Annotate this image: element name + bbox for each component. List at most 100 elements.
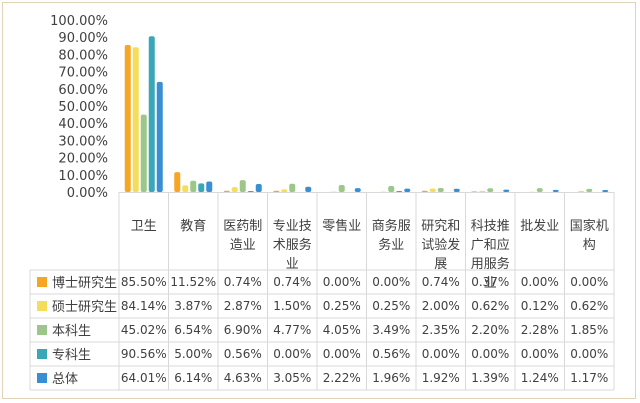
- table-cell-value: 2.35%: [422, 323, 460, 337]
- table-cell-value: 0.00%: [570, 347, 608, 361]
- table-cell-value: 1.24%: [521, 371, 559, 385]
- bar-硕士研究生-国家机构: [578, 190, 585, 192]
- bar-本科生-国家机构: [586, 188, 593, 192]
- table-cell-value: 0.62%: [570, 299, 608, 313]
- bar-专科生-医药制造业: [247, 191, 254, 192]
- bar-硕士研究生-教育: [182, 185, 189, 192]
- table-cell-value: 6.90%: [224, 323, 262, 337]
- bar-总体-卫生: [156, 81, 163, 192]
- category-label: 业: [484, 276, 497, 291]
- table-cell-value: 1.96%: [372, 371, 410, 385]
- table-cell-value: 0.56%: [224, 347, 262, 361]
- table-cell-value: 0.25%: [372, 299, 410, 313]
- legend-key-专科生: [37, 349, 47, 359]
- category-label: 术服务: [273, 237, 312, 253]
- table-cell-value: 0.00%: [570, 275, 608, 289]
- category-label: 构: [583, 238, 596, 253]
- bar-本科生-医药制造业: [239, 180, 246, 192]
- category-label: 商务服: [372, 218, 411, 234]
- bar-总体-批发业: [552, 189, 559, 192]
- y-tick-label: 70.00%: [58, 66, 108, 81]
- bar-硕士研究生-研究和试验发展: [429, 188, 436, 192]
- bar-硕士研究生-专业技术服务业: [281, 189, 288, 192]
- bar-总体-教育: [206, 181, 213, 192]
- category-label: 医药制: [223, 219, 262, 234]
- table-cell-value: 0.56%: [372, 347, 410, 361]
- table-cell-value: 0.00%: [323, 347, 361, 361]
- bar-本科生-教育: [190, 180, 197, 192]
- legend-label: 硕士研究生: [52, 300, 117, 315]
- table-cell-value: 5.00%: [174, 347, 212, 361]
- table-cell-value: 84.14%: [121, 299, 167, 313]
- y-tick-label: 40.00%: [58, 117, 108, 132]
- table-cell-value: 0.00%: [521, 275, 559, 289]
- table-cell-value: 3.49%: [372, 323, 410, 337]
- table-cell-value: 2.87%: [224, 299, 262, 313]
- table-cell-value: 11.52%: [170, 275, 216, 289]
- table-cell-value: 0.12%: [521, 299, 559, 313]
- table-cell-value: 0.74%: [273, 275, 311, 289]
- table-cell-value: 0.00%: [422, 347, 460, 361]
- category-label: 用服务: [471, 256, 510, 272]
- y-tick-label: 10.00%: [58, 169, 108, 184]
- bar-总体-科技推广和应用服务业: [503, 189, 510, 192]
- table-cell-value: 2.28%: [521, 323, 559, 337]
- chart-frame: [2, 2, 636, 399]
- bar-专科生-教育: [198, 183, 205, 192]
- table-cell-value: 1.92%: [422, 371, 460, 385]
- bar-本科生-卫生: [140, 114, 147, 192]
- y-tick-label: 20.00%: [58, 152, 108, 167]
- table-cell-value: 3.05%: [273, 371, 311, 385]
- category-label: 业: [286, 257, 299, 272]
- legend-key-总体: [37, 373, 47, 383]
- y-tick-label: 0.00%: [67, 186, 108, 201]
- category-label: 零售业: [322, 218, 361, 234]
- y-tick-label: 90.00%: [58, 31, 108, 46]
- bar-总体-商务服务业: [404, 188, 411, 192]
- bar-本科生-零售业: [338, 185, 345, 192]
- category-label: 广和应: [471, 237, 510, 253]
- legend-label: 博士研究生: [52, 276, 117, 291]
- table-cell-value: 0.25%: [323, 299, 361, 313]
- y-tick-label: 100.00%: [50, 14, 108, 29]
- bar-本科生-研究和试验发展: [437, 187, 444, 192]
- table-cell-value: 85.50%: [121, 275, 167, 289]
- bar-博士研究生-卫生: [124, 44, 131, 192]
- legend-key-硕士研究生: [37, 301, 47, 311]
- table-cell-value: 2.00%: [422, 299, 460, 313]
- bar-总体-专业技术服务业: [305, 186, 312, 192]
- table-cell-value: 0.37%: [471, 275, 509, 289]
- category-label: 研究和: [421, 219, 460, 234]
- table-cell-value: 0.62%: [471, 299, 509, 313]
- bar-总体-国家机构: [602, 189, 609, 192]
- category-label: 科技推: [471, 219, 510, 234]
- table-cell-value: 64.01%: [121, 371, 167, 385]
- table-cell-value: 0.00%: [273, 347, 311, 361]
- bar-硕士研究生-医药制造业: [231, 187, 238, 192]
- bar-专科生-卫生: [148, 36, 155, 192]
- table-cell-value: 90.56%: [121, 347, 167, 361]
- category-label: 国家机: [570, 218, 609, 234]
- bar-专科生-商务服务业: [396, 191, 403, 192]
- table-cell-value: 1.85%: [570, 323, 608, 337]
- y-tick-label: 80.00%: [58, 48, 108, 63]
- table-cell-value: 2.20%: [471, 323, 509, 337]
- legend-key-本科生: [37, 325, 47, 335]
- bar-硕士研究生-卫生: [132, 47, 139, 192]
- y-tick-label: 50.00%: [58, 100, 108, 115]
- y-tick-label: 60.00%: [58, 83, 108, 98]
- bar-本科生-批发业: [536, 188, 543, 192]
- category-label: 造业: [230, 238, 256, 253]
- bar-总体-医药制造业: [255, 184, 262, 192]
- category-label: 试验发: [421, 237, 460, 253]
- table-cell-value: 0.00%: [471, 347, 509, 361]
- bar-博士研究生-教育: [174, 172, 181, 192]
- table-cell-value: 0.00%: [521, 347, 559, 361]
- table-cell-value: 0.74%: [422, 275, 460, 289]
- bar-总体-零售业: [354, 188, 361, 192]
- bar-本科生-科技推广和应用服务业: [487, 188, 494, 192]
- legend-label: 专科生: [52, 348, 91, 363]
- legend-label: 总体: [52, 372, 78, 387]
- bar-博士研究生-研究和试验发展: [421, 190, 428, 192]
